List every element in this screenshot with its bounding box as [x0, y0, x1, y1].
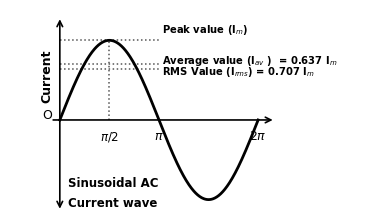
Text: O: O	[42, 110, 52, 123]
Text: Sinusoidal AC: Sinusoidal AC	[68, 177, 158, 190]
Text: RMS Value (I$_{rms}$) = 0.707 I$_m$: RMS Value (I$_{rms}$) = 0.707 I$_m$	[161, 65, 315, 79]
Text: $2\pi$: $2\pi$	[249, 129, 267, 142]
Text: $\pi/2$: $\pi/2$	[100, 129, 119, 144]
Text: Average value (I$_{av}$ )  = 0.637 I$_m$: Average value (I$_{av}$ ) = 0.637 I$_m$	[161, 54, 337, 69]
Text: Current: Current	[40, 50, 53, 103]
Text: $\pi$: $\pi$	[154, 129, 164, 142]
Text: Current wave: Current wave	[68, 197, 157, 210]
Text: Peak value (I$_m$): Peak value (I$_m$)	[161, 23, 248, 37]
